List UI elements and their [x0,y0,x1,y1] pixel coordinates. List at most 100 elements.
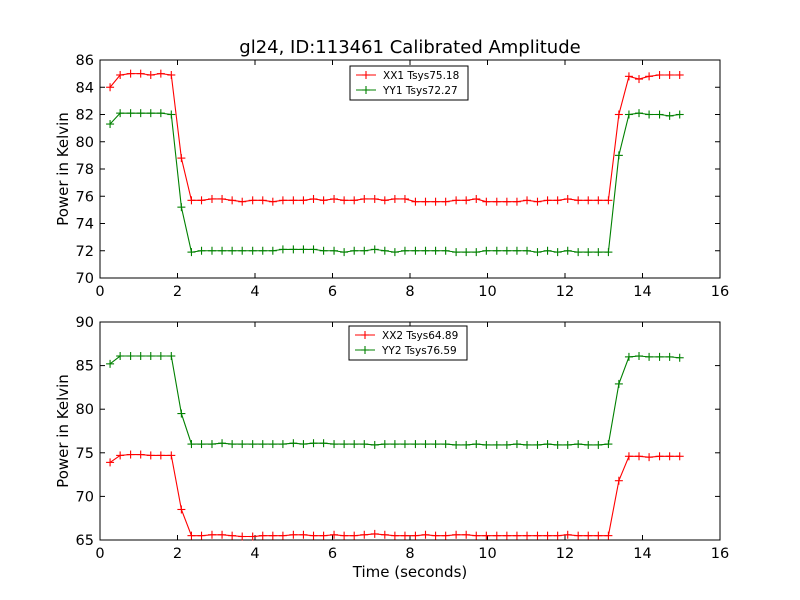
data-point [523,440,532,449]
data-point [258,440,267,449]
data-point [502,246,511,255]
y-axis-label: Power in Kelvin [54,112,72,226]
data-point [482,197,491,206]
data-point [390,248,399,257]
data-point [146,70,155,79]
data-point [177,154,186,163]
y-tick-label: 80 [76,135,94,151]
data-point [350,531,359,540]
data-point [238,246,247,255]
data-point [106,83,115,92]
data-point [187,196,196,205]
data-point [207,440,216,449]
data-point [299,440,308,449]
data-point [462,196,471,205]
data-point [340,531,349,540]
data-point [604,531,613,540]
data-point [228,531,237,540]
data-point [624,452,633,461]
legend-label: XX2 Tsys64.89 [382,330,458,342]
data-point [330,246,339,255]
data-point [665,452,674,461]
data-point [624,352,633,361]
data-point [146,451,155,460]
data-point [502,531,511,540]
data-point [309,439,318,448]
x-axis-label: Time (seconds) [352,563,468,581]
data-point [421,246,430,255]
data-point [441,440,450,449]
data-point [197,531,206,540]
x-tick-label: 8 [405,284,414,300]
data-point [268,197,277,206]
data-point [543,196,552,205]
data-point [238,532,247,541]
data-point [523,246,532,255]
data-point [400,440,409,449]
data-point [268,246,277,255]
data-point [380,440,389,449]
data-point [502,440,511,449]
data-point [502,197,511,206]
data-point [614,379,623,388]
data-point [655,110,664,119]
legend-entry: YY1 Tsys72.27 [356,85,458,97]
x-tick-label: 16 [711,546,729,562]
data-point [472,194,481,203]
y-tick-label: 76 [76,189,94,205]
data-point [421,440,430,449]
data-point [553,440,562,449]
data-point [584,248,593,257]
data-point [330,194,339,203]
legend-box [348,325,468,361]
data-point [441,246,450,255]
data-point [106,359,115,368]
legend-label: YY2 Tsys76.59 [381,345,457,357]
x-tick-label: 8 [405,546,414,562]
data-point [594,531,603,540]
data-point [309,194,318,203]
data-point [411,440,420,449]
legend-label: YY1 Tsys72.27 [382,85,458,97]
x-tick-label: 14 [633,546,651,562]
data-point [248,440,257,449]
data-point [400,246,409,255]
data-point [635,352,644,361]
data-point [187,440,196,449]
data-point [635,452,644,461]
data-point [543,246,552,255]
data-point [156,109,165,118]
data-point [309,531,318,540]
data-point [431,197,440,206]
data-point [136,450,145,459]
x-tick-label: 2 [173,546,182,562]
data-point [574,248,583,257]
x-tick-label: 4 [250,546,259,562]
data-point [563,246,572,255]
data-point [116,70,125,79]
data-point [350,246,359,255]
data-point [390,194,399,203]
data-point [319,246,328,255]
data-point [228,196,237,205]
series-1 [106,69,684,206]
data-point [512,246,521,255]
data-point [614,476,623,485]
x-tick-label: 6 [328,546,337,562]
data-point [330,530,339,539]
data-point [584,440,593,449]
data-point [614,110,623,119]
data-point [116,451,125,460]
x-tick-label: 14 [633,284,651,300]
data-point [350,440,359,449]
data-point [553,248,562,257]
data-point [563,530,572,539]
data-point [553,531,562,540]
data-point [492,531,501,540]
x-tick-label: 2 [173,284,182,300]
data-point [523,196,532,205]
x-tick-label: 10 [478,546,496,562]
y-tick-label: 75 [76,446,94,462]
data-point [675,70,684,79]
